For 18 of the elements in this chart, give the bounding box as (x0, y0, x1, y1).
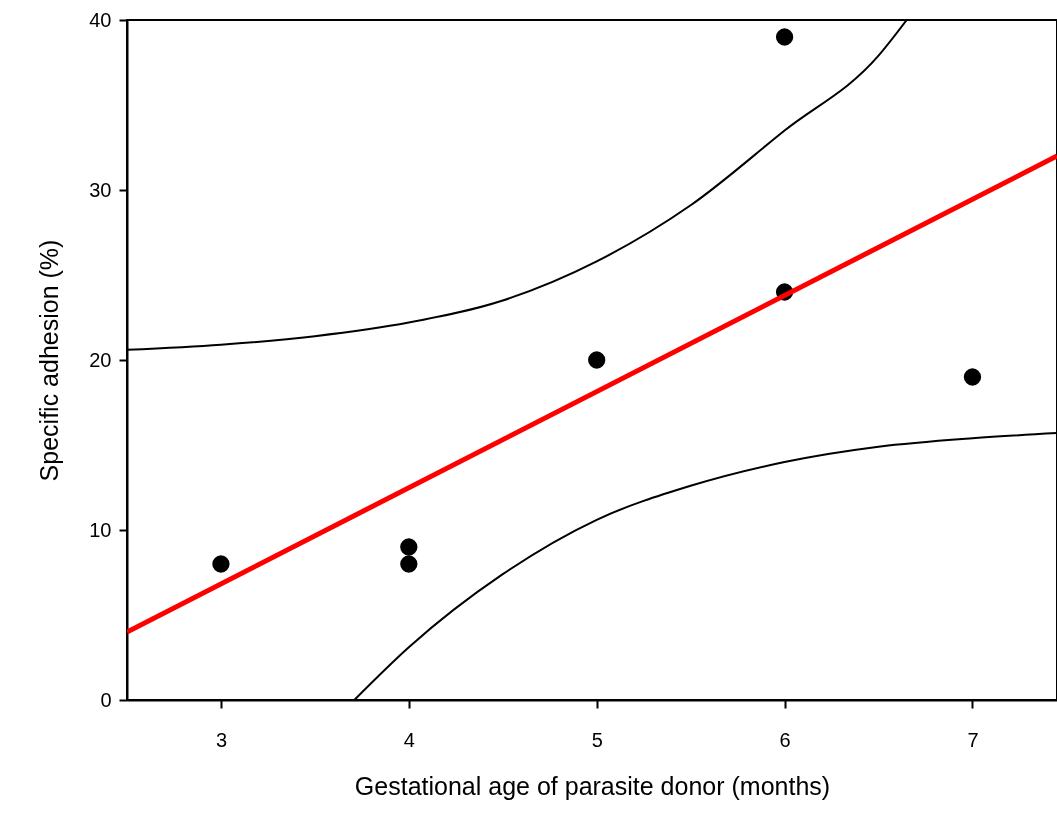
x-tick-label: 7 (967, 728, 979, 751)
x-axis-title: Gestational age of parasite donor (months) (354, 771, 831, 800)
point (963, 368, 982, 386)
y-axis-title: Specific adhesion (%) (35, 239, 64, 482)
x-tick-label: 6 (779, 728, 791, 751)
point (400, 538, 418, 556)
y-tick-label: 10 (89, 518, 112, 541)
point (400, 555, 418, 573)
y-tick-label: 20 (89, 348, 112, 371)
y-tick-label: 40 (89, 8, 112, 31)
y-tick-label: 0 (100, 688, 112, 711)
x-tick-label: 3 (215, 728, 227, 751)
y-tick-label: 30 (89, 178, 112, 201)
point (212, 555, 230, 573)
point (588, 351, 606, 369)
point (775, 28, 794, 46)
x-tick-label: 4 (403, 728, 415, 751)
x-tick-label: 5 (591, 728, 603, 751)
